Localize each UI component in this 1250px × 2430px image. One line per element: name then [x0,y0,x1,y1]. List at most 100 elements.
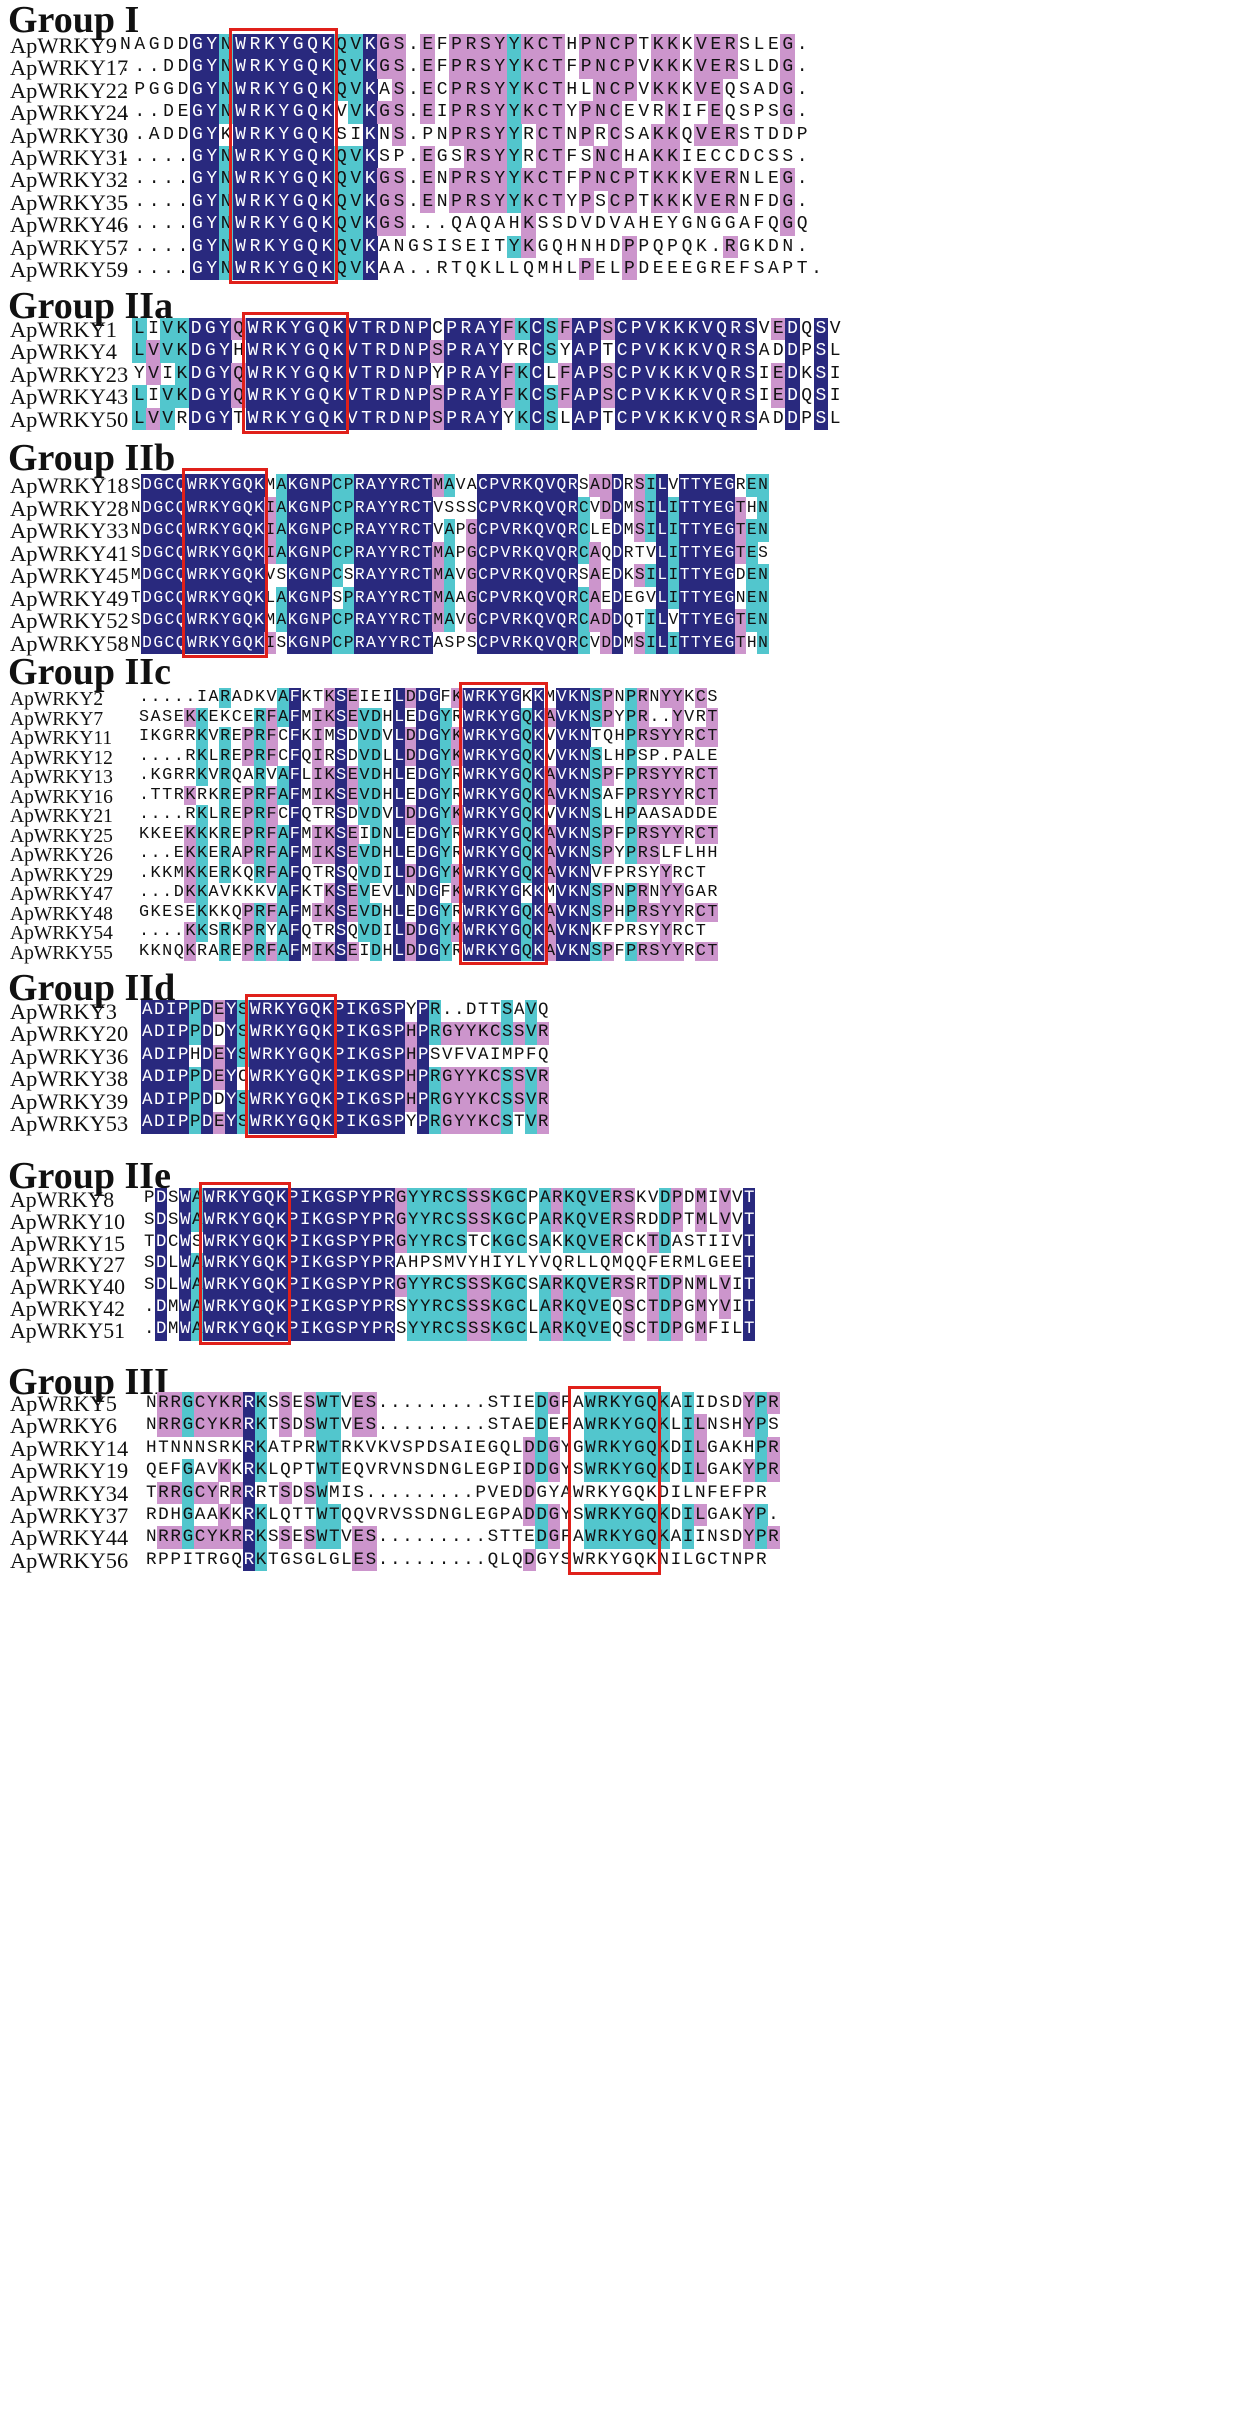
residue: E [712,609,724,632]
residue: V [544,496,556,519]
residue: K [597,1482,608,1503]
residue: Y [701,609,713,632]
residue: Q [555,609,568,632]
residue: K [150,824,161,844]
residue: V [487,1482,499,1503]
residue: G [203,340,218,363]
residue: W [245,385,261,408]
residue: E [158,1460,169,1481]
residue: A [539,1275,552,1297]
residue: Y [671,727,684,747]
sequence-name: ApWRKY14 [10,1435,129,1461]
residue: P [755,1459,768,1482]
residue: G [323,1231,336,1254]
residue: S [527,1232,539,1252]
residue: R [373,318,388,341]
residue: E [623,102,635,123]
residue: S [364,1414,378,1437]
residue: E [208,863,219,883]
residue: E [524,1393,535,1413]
residue: P [158,1549,169,1570]
residue: L [559,408,571,429]
residue: C [477,541,489,564]
residue: D [153,1044,166,1068]
residue: V [499,474,512,497]
residue: R [247,101,263,124]
residue: R [197,631,209,654]
residue: N [218,101,234,124]
residue: R [196,941,208,961]
residue: K [477,1022,490,1045]
residue: R [672,863,683,883]
residue: E [712,496,724,519]
residue: T [421,541,433,564]
residue: R [261,1067,274,1090]
residue: E [231,941,242,961]
residue: S [430,340,445,363]
sequence-name: ApWRKY1 [10,317,117,342]
residue: N [145,1415,157,1436]
residue: Y [620,1504,634,1527]
residue: L [393,707,406,727]
residue: Y [204,235,220,258]
residue: . [389,1415,401,1436]
residue: K [323,824,336,844]
residue: E [231,727,242,746]
residue: V [358,766,371,786]
residue: C [443,1231,456,1254]
residue: S [501,1112,514,1135]
residue: G [633,1526,646,1549]
residue: R [431,1297,444,1319]
residue: . [138,805,150,824]
residue: K [657,1526,670,1549]
residue: Y [548,1482,560,1503]
residue: K [274,318,289,341]
residue: P [667,236,678,257]
residue: V [609,214,621,235]
residue: S [634,631,646,654]
residue: D [153,1067,166,1090]
residue: P [414,1437,425,1458]
residue: C [578,541,590,564]
residue: P [449,190,464,214]
residue: S [391,168,407,191]
residue: Q [533,631,545,654]
residue: C [578,586,590,609]
residue: K [563,1318,576,1341]
residue: G [290,213,306,236]
residue: R [458,407,474,430]
residue: R [219,922,232,942]
residue: R [431,1318,444,1341]
residue: Y [276,213,292,236]
residue: R [767,1392,780,1415]
sequence-name: ApWRKY15 [10,1231,126,1256]
residue: D [767,191,779,212]
residue: Y [439,766,452,786]
residue: Y [439,941,452,961]
residue: I [299,1275,312,1297]
residue: S [467,1209,480,1232]
residue: W [584,1414,597,1437]
residue: T [158,1437,169,1458]
residue: G [547,1436,561,1460]
residue: A [141,1089,154,1112]
residue: . [407,191,419,212]
residue: E [707,746,718,766]
residue: K [521,101,536,124]
residue: K [275,1231,288,1254]
residue: D [731,1393,743,1413]
residue: P [586,340,601,363]
residue: L [566,259,578,279]
residue: T [489,1001,501,1020]
residue: Q [681,124,693,145]
residue: A [365,496,377,519]
residue: A [472,362,488,386]
residue: Q [174,586,187,609]
residue: Y [660,824,672,844]
residue: K [532,805,545,825]
residue: K [567,863,580,883]
residue: C [278,805,289,824]
residue: T [734,631,747,654]
residue: Y [620,1459,634,1482]
residue: L [393,766,406,786]
